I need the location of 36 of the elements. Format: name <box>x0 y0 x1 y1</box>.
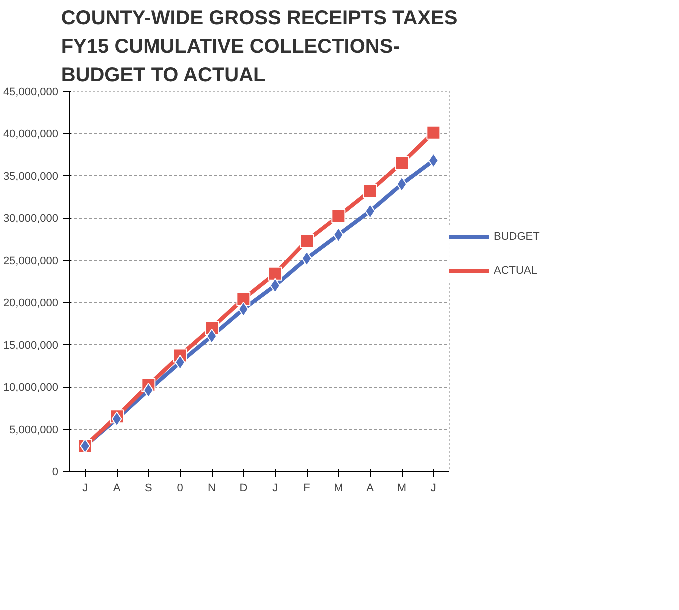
point <box>300 234 314 248</box>
y-tick-label: 5,000,000 <box>10 424 58 436</box>
y-tick-label: 0 <box>52 466 59 478</box>
point <box>268 266 282 281</box>
point <box>206 328 218 344</box>
x-tick-label: J <box>430 482 436 494</box>
point <box>112 412 122 427</box>
y-tick-label: 20,000,000 <box>3 298 59 310</box>
point <box>332 209 346 224</box>
y-tick-label: 15,000,000 <box>3 340 59 352</box>
x-tick-label: D <box>240 482 248 494</box>
x-tick-label: F <box>304 482 311 494</box>
x-tick-label: J <box>272 482 278 494</box>
x-tick-label: M <box>334 482 344 494</box>
x-tick-label: 0 <box>177 482 184 494</box>
y-tick-label: 25,000,000 <box>3 255 59 268</box>
x-tick-label: A <box>366 482 375 494</box>
chart-title: COUNTY-WIDE GROSS RECEIPTS TAXES FY15 CUMULATIVE COLLECTIONS- BUDGET TO ACTUAL <box>61 7 458 86</box>
y-tick-label: 35,000,000 <box>3 170 59 183</box>
point <box>426 126 441 140</box>
y-tick-label: 10,000,000 <box>3 382 59 394</box>
legend-label: BUDGET <box>494 231 540 243</box>
x-tick-label: N <box>208 482 216 494</box>
x-tick-label: A <box>113 482 122 494</box>
point <box>395 156 409 170</box>
x-tick-label: M <box>397 482 407 494</box>
point <box>363 184 378 198</box>
point <box>396 176 408 192</box>
y-tick-label: 30,000,000 <box>3 213 59 226</box>
y-tick-label: 40,000,000 <box>3 128 59 141</box>
point <box>302 251 312 266</box>
x-tick-label: J <box>82 482 88 494</box>
legend-label: ACTUAL <box>494 265 538 277</box>
y-tick-label: 45,000,000 <box>3 86 59 98</box>
x-tick-label: S <box>145 482 152 494</box>
point <box>236 292 251 306</box>
